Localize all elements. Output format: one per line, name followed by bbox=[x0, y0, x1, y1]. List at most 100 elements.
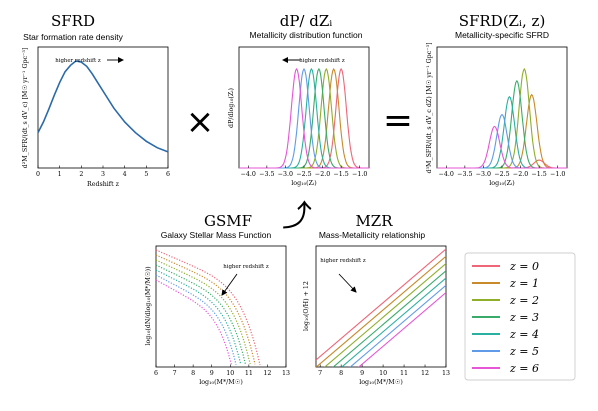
sfrd-x-ticks: 0 1 2 3 4 5 6 bbox=[36, 165, 170, 178]
msfrd-subtitle: Metallicity-specific SFRD bbox=[455, 30, 549, 40]
dpdz-annotation: higher redshift z bbox=[299, 58, 345, 64]
x-tick-label: 4 bbox=[123, 171, 127, 178]
sfrd-ylabel: d²M_SFR/(dt_s dV_c) [M☉ yr⁻¹ Gpc⁻³] bbox=[22, 48, 29, 169]
mzr-annotation: higher redshift z bbox=[320, 258, 366, 264]
x-tick-label: −3.0 bbox=[278, 171, 293, 178]
mzr-plot-frame bbox=[315, 245, 447, 368]
x-tick-label: 7 bbox=[173, 370, 177, 377]
gsmf-plot-frame bbox=[155, 245, 287, 368]
x-tick-label: 11 bbox=[245, 370, 253, 377]
dpdz-ylabel: dP/dlog₁₀(Zᵢ) bbox=[228, 88, 235, 128]
x-tick-label: 9 bbox=[210, 370, 214, 377]
legend-label-z5: z = 5 bbox=[509, 345, 539, 358]
series-line-z4 bbox=[155, 269, 242, 365]
series-line-z6 bbox=[437, 125, 567, 169]
gsmf-panel: GSMF Galaxy Stellar Mass Function 6 7 8 9 10… bbox=[145, 212, 290, 386]
legend-label-z2: z = 2 bbox=[509, 294, 539, 307]
series-line-z2 bbox=[323, 263, 446, 367]
gsmf-ylabel: log₁₀(dN/dlog₁₀(M*/M☉)) bbox=[145, 266, 152, 345]
legend-label-z6: z = 6 bbox=[509, 362, 539, 375]
series-line-z0 bbox=[316, 248, 446, 361]
x-tick-label: −1.5 bbox=[531, 171, 546, 178]
x-tick-label: 1 bbox=[58, 171, 62, 178]
sfrd-curve bbox=[37, 60, 169, 153]
x-tick-label: 9 bbox=[360, 370, 364, 377]
series-line-z3 bbox=[332, 270, 446, 367]
legend-label-z1: z = 1 bbox=[509, 277, 539, 290]
series-line-z4 bbox=[239, 67, 369, 169]
series-line-z2 bbox=[155, 259, 251, 365]
series-line-z0 bbox=[155, 249, 261, 366]
x-tick-label: −1.0 bbox=[352, 171, 367, 178]
x-tick-label: 7 bbox=[318, 370, 322, 377]
mzr-panel: MZR Mass-Metallicity relationship 7 8 9 10 1… bbox=[303, 212, 450, 386]
dpdz-xlabel: log₁₀(Zᵢ) bbox=[291, 180, 316, 187]
msfrd-title: SFRD(Zᵢ, z) bbox=[459, 12, 546, 30]
msfrd-xlabel: log₁₀(Zᵢ) bbox=[489, 180, 514, 187]
gsmf-curves bbox=[155, 249, 261, 366]
redshift-legend: z = 0 z = 1 z = 2 z = 3 z = 4 z = 5 z = 6 bbox=[464, 252, 576, 381]
x-tick-label: −3.5 bbox=[259, 171, 274, 178]
series-line-z6 bbox=[155, 279, 233, 366]
series-line-z3 bbox=[155, 264, 246, 365]
sfrd-plot-frame bbox=[37, 46, 169, 169]
sfrd-xlabel: Redshift z bbox=[87, 181, 120, 188]
legend-label-z0: z = 0 bbox=[509, 260, 539, 273]
sfrd-annotation: higher redshift z bbox=[55, 58, 101, 64]
mzr-ylabel: log₁₀(O/H) + 12 bbox=[303, 281, 310, 331]
series-line-z0 bbox=[239, 67, 369, 169]
x-tick-label: −3.5 bbox=[457, 171, 472, 178]
series-line-z5 bbox=[349, 284, 446, 367]
dpdz-subtitle: Metallicity distribution function bbox=[250, 30, 363, 40]
series-line-z4 bbox=[437, 95, 567, 169]
series-line-z3 bbox=[239, 67, 369, 169]
gsmf-annotation: higher redshift z bbox=[223, 264, 269, 270]
legend-box bbox=[464, 252, 576, 381]
x-tick-label: −1.5 bbox=[333, 171, 348, 178]
dpdz-curves bbox=[239, 67, 369, 169]
mzr-redshift-arrow bbox=[338, 273, 357, 293]
legend-items: z = 0 z = 1 z = 2 z = 3 z = 4 z = 5 z = 6 bbox=[472, 260, 539, 375]
dpdz-plot-frame bbox=[238, 46, 370, 169]
series-line-z5 bbox=[155, 274, 237, 365]
x-tick-label: 8 bbox=[191, 370, 195, 377]
msfrd-plot-frame bbox=[436, 46, 568, 169]
legend-label-z4: z = 4 bbox=[509, 328, 539, 341]
sfrd-subtitle: Star formation rate density bbox=[23, 32, 123, 42]
x-tick-label: 3 bbox=[101, 171, 105, 178]
mzr-title: MZR bbox=[355, 212, 393, 230]
mzr-xlabel: log₁₀(M*/M☉) bbox=[359, 379, 403, 386]
x-tick-label: 8 bbox=[339, 370, 343, 377]
x-tick-label: 13 bbox=[282, 370, 290, 377]
mzr-curves bbox=[316, 248, 446, 367]
series-line-z1 bbox=[239, 67, 369, 169]
x-tick-label: −1.0 bbox=[550, 171, 565, 178]
gsmf-title: GSMF bbox=[204, 212, 252, 230]
x-tick-label: −2.0 bbox=[315, 171, 330, 178]
x-tick-label: 10 bbox=[226, 370, 234, 377]
x-tick-label: 5 bbox=[144, 171, 148, 178]
msfrd-panel: SFRD(Zᵢ, z) Metallicity-specific SFRD −4… bbox=[426, 12, 568, 187]
x-tick-label: −4.0 bbox=[439, 171, 454, 178]
series-line-z5 bbox=[239, 67, 369, 169]
x-tick-label: −3.0 bbox=[476, 171, 491, 178]
up-arrow-icon: ⤴ bbox=[282, 199, 312, 234]
x-tick-label: 12 bbox=[263, 370, 271, 377]
times-operator: × bbox=[186, 102, 215, 142]
x-tick-label: −2.5 bbox=[494, 171, 509, 178]
series-line-z6 bbox=[239, 67, 369, 169]
gsmf-xlabel: log₁₀(M*/M☉) bbox=[199, 379, 243, 386]
dpdz-panel: dP/ dZᵢ Metallicity distribution functio… bbox=[228, 12, 370, 187]
dpdz-title: dP/ dZᵢ bbox=[280, 12, 333, 30]
x-tick-label: 6 bbox=[154, 370, 158, 377]
series-line-z4 bbox=[340, 277, 446, 367]
mzr-subtitle: Mass-Metallicity relationship bbox=[319, 230, 426, 240]
gsmf-x-ticks: 6 7 8 9 10 11 12 13 bbox=[154, 364, 290, 377]
gsmf-redshift-arrow bbox=[221, 273, 238, 296]
dpdz-x-ticks: −4.0 −3.5 −3.0 −2.5 −2.0 −1.5 −1.0 bbox=[241, 165, 367, 178]
msfrd-curves bbox=[437, 67, 567, 169]
x-tick-label: 11 bbox=[400, 370, 408, 377]
msfrd-x-ticks: −4.0 −3.5 −3.0 −2.5 −2.0 −1.5 −1.0 bbox=[439, 165, 565, 178]
equals-operator: = bbox=[383, 100, 413, 141]
